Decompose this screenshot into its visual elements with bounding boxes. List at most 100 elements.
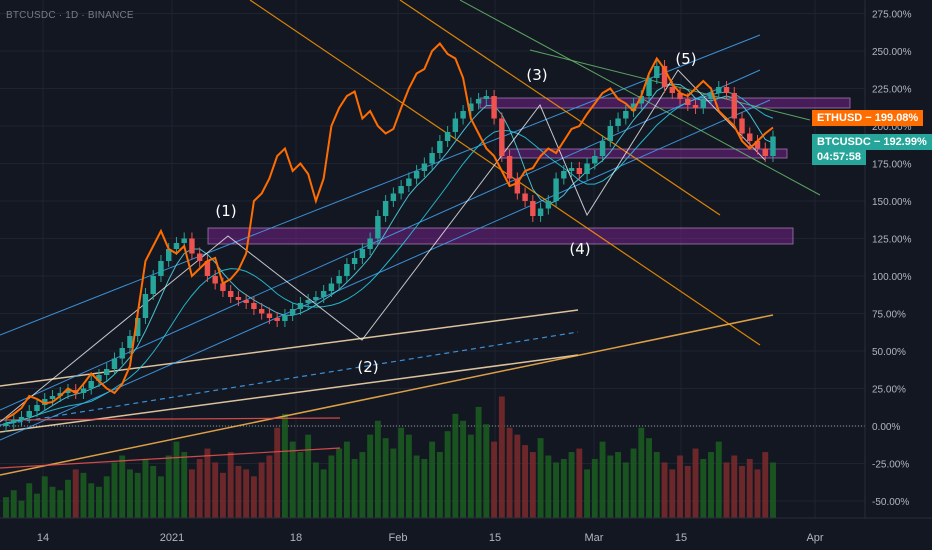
volume-bar [491, 441, 498, 518]
candle-body [266, 313, 273, 318]
y-tick-label: 0.00% [872, 422, 900, 433]
volume-bar [250, 476, 257, 518]
candle-body [561, 171, 567, 179]
candle-body [42, 399, 48, 405]
candle-body [553, 178, 559, 201]
candle-body [545, 201, 552, 209]
wave-label-3: (3) [526, 66, 547, 84]
candle-body [716, 87, 722, 93]
y-tick-label: -50.00% [872, 497, 909, 508]
volume-bar [351, 458, 358, 518]
moving-average-line [5, 91, 774, 424]
candle-body [305, 300, 311, 303]
candle-body [592, 156, 598, 164]
volume-bar [630, 448, 637, 518]
candle-body [685, 99, 691, 105]
wave-label-4: (4) [569, 240, 590, 258]
volume-bar [188, 469, 195, 518]
volume-bar [328, 455, 335, 518]
candle-body [429, 153, 435, 164]
candle-body [483, 96, 490, 99]
btcusdc-price-tag: BTCUSDC − 192.99% [812, 134, 932, 150]
volume-bar [96, 486, 102, 518]
candle-body [274, 318, 280, 321]
volume-bar [506, 427, 513, 518]
volume-bar [452, 413, 459, 518]
volume-bar [460, 420, 467, 518]
volume-bar [243, 469, 250, 518]
volume-bar [653, 452, 660, 518]
volume-bar [723, 462, 730, 518]
volume-bar [522, 445, 529, 518]
time-axis-bg [0, 518, 865, 550]
volume-bar [421, 458, 428, 518]
y-tick-label: 75.00% [872, 310, 906, 321]
volume-bar [514, 434, 521, 518]
candle-body [220, 283, 226, 291]
volume-bar [266, 455, 273, 518]
volume-bar [390, 448, 397, 518]
y-tick-label: 150.00% [872, 197, 912, 208]
candle-body [537, 208, 544, 216]
candle-body [747, 133, 753, 141]
candle-body [646, 78, 652, 96]
candle-body [181, 238, 187, 243]
volume-bar [258, 462, 265, 518]
symbol-legend: BTCUSDC · 1D · BINANCE [6, 10, 134, 21]
candle-body [212, 276, 218, 284]
candle-body [413, 171, 420, 179]
volume-bar [127, 469, 133, 518]
volume-bar [10, 490, 17, 518]
candle-body [762, 148, 768, 156]
candle-body [189, 238, 195, 254]
x-tick-label: Mar [585, 532, 604, 544]
candle-body [576, 168, 583, 174]
candle-body [173, 243, 180, 249]
candle-body [328, 283, 335, 291]
candle-body [421, 163, 428, 171]
candle-body [568, 168, 575, 171]
trend-line [399, 0, 721, 216]
trend-line [0, 314, 774, 476]
candle-body [452, 118, 459, 132]
price-axis-bg [865, 0, 932, 550]
candle-body [506, 156, 513, 179]
volume-bar [429, 441, 436, 518]
y-tick-label: -25.00% [872, 460, 909, 471]
candle-body [336, 276, 342, 284]
volume-bar [34, 493, 40, 518]
volume-bar [646, 438, 652, 518]
volume-bar [26, 483, 33, 518]
volume-bar [762, 452, 769, 518]
x-axis-ticks: 14 2021 18 Feb 15 Mar 15 Apr [37, 532, 824, 544]
volume-bar [739, 465, 745, 518]
volume-bars [3, 396, 776, 518]
volume-bar [498, 396, 505, 518]
volume-bar [669, 469, 676, 518]
candle-body [367, 238, 373, 249]
candle-body [677, 93, 683, 99]
candle-body [26, 411, 32, 417]
volume-bar [599, 441, 606, 518]
candle-body [227, 291, 234, 297]
candle-body [522, 193, 528, 201]
candle-body [134, 318, 141, 336]
volume-bar [336, 448, 343, 518]
candle-body [382, 201, 389, 216]
candle-body [104, 369, 110, 375]
y-tick-label: 225.00% [872, 85, 912, 96]
candle-body [499, 118, 505, 156]
volume-bar [281, 413, 288, 518]
volume-bar [65, 479, 71, 518]
candle-body [80, 388, 87, 393]
volume-bar [692, 448, 699, 518]
trend-line [0, 447, 341, 469]
zones [207, 97, 851, 245]
x-tick-label: 15 [489, 532, 501, 544]
candle-body [530, 201, 536, 216]
candle-body [158, 261, 164, 276]
volume-bar [622, 462, 629, 518]
candle-body [57, 393, 63, 396]
candle-body [49, 396, 56, 399]
